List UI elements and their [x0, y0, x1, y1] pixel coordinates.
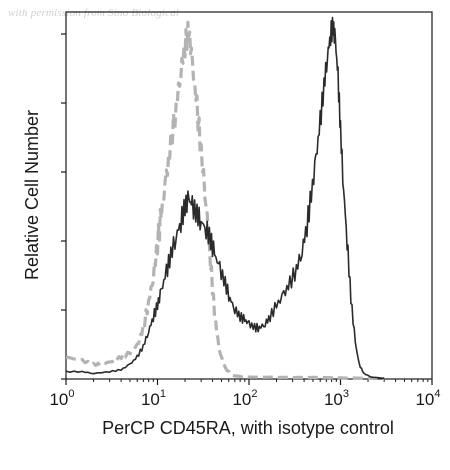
watermark-text: with permission from Sino Biological: [8, 7, 180, 19]
x-tick-label: 102: [232, 388, 257, 409]
x-axis-ticks: 100 101 102 103 104: [49, 379, 441, 409]
x-axis-title: PerCP CD45RA, with isotype control: [102, 418, 394, 438]
y-axis-ticks: [61, 33, 66, 380]
cd45ra-curve: [65, 16, 385, 380]
x-tick-label: 103: [324, 388, 349, 409]
isotype-control-curve: [65, 20, 385, 381]
series-layer: [65, 16, 385, 381]
x-tick-label: 104: [415, 388, 440, 409]
x-tick-label: 100: [49, 388, 74, 409]
y-axis-title: Relative Cell Number: [22, 110, 42, 280]
x-tick-label: 101: [141, 388, 166, 409]
